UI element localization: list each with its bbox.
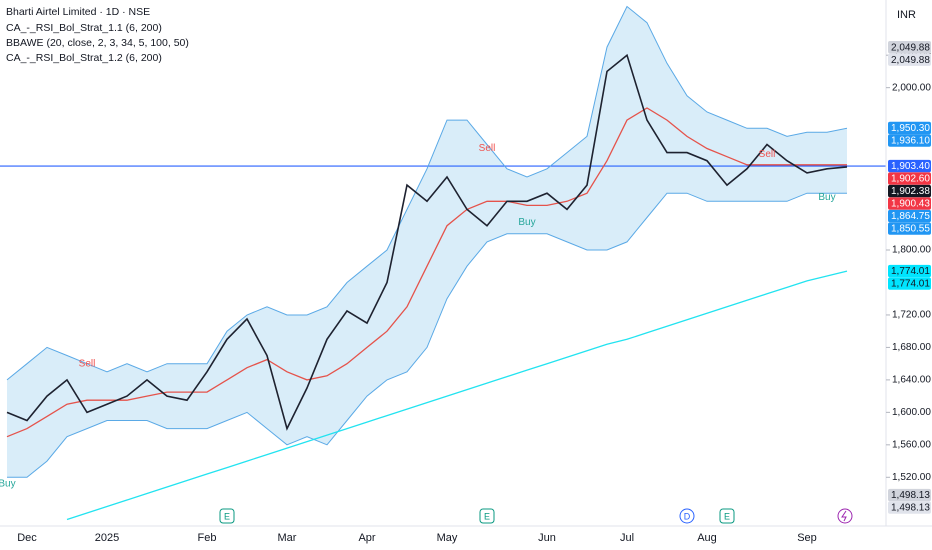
- x-tick-label: 2025: [95, 532, 119, 544]
- x-tick-label: Jul: [620, 532, 634, 544]
- event-marker: [679, 508, 695, 524]
- price-badge-label: 1,498.13: [891, 503, 930, 514]
- price-badge-label: 2,049.88: [891, 42, 930, 53]
- price-badge-label: 1,902.38: [891, 186, 930, 197]
- y-tick-label: 2,000.00: [892, 82, 931, 93]
- x-tick-label: Jun: [538, 532, 556, 544]
- x-tick-label: May: [437, 532, 458, 544]
- indicator-label: BBAWE (20, close, 2, 3, 34, 5, 100, 50): [6, 37, 189, 49]
- series-line: [6, 5, 848, 381]
- price-badge-label: 1,498.13: [891, 490, 930, 501]
- price-badge: [888, 277, 931, 290]
- signal-label: Buy: [0, 478, 16, 489]
- symbol-title: Bharti Airtel Limited · 1D · NSE: [6, 6, 150, 18]
- x-tick-label: Feb: [198, 532, 217, 544]
- overlay: Bharti Airtel Limited · 1D · NSE CA_-_RS…: [6, 6, 931, 544]
- news-icon-bolt: [841, 510, 847, 522]
- y-tick-label: 1,560.00: [892, 439, 931, 450]
- price-badge-label: 1,850.55: [891, 224, 930, 235]
- price-badge: [888, 222, 931, 235]
- price-badge-label: 1,902.60: [891, 174, 930, 185]
- plot-area: Buy Sell Sell Buy Sell Buy: [0, 5, 886, 521]
- series-line: [66, 270, 848, 521]
- price-badge: [888, 209, 931, 223]
- y-tick-label: 1,800.00: [892, 245, 931, 256]
- price-badge: [888, 121, 931, 135]
- y-tick-label: 1,600.00: [892, 407, 931, 418]
- signal-label: Sell: [479, 143, 496, 154]
- y-tick-label: 1,640.00: [892, 375, 931, 386]
- price-badge-label: 1,900.43: [891, 199, 930, 210]
- price-badge: [888, 134, 931, 147]
- signal-label: Sell: [79, 358, 96, 369]
- price-badge: [888, 501, 931, 514]
- event-label: E: [724, 511, 730, 521]
- event-marker: [219, 508, 235, 524]
- event-marker: [719, 508, 735, 524]
- price-badge: [888, 184, 931, 198]
- event-label: E: [484, 511, 490, 521]
- currency: INR: [897, 9, 916, 21]
- price-badge-label: 1,950.30: [891, 123, 930, 134]
- signal-label: Buy: [518, 217, 535, 228]
- price-badge-label: 1,936.10: [891, 136, 930, 147]
- indicator-label: CA_-_RSI_Bol_Strat_1.1 (6, 200): [6, 22, 162, 34]
- indicator-label: CA_-_RSI_Bol_Strat_1.2 (6, 200): [6, 52, 162, 64]
- price-badge: [888, 197, 931, 210]
- price-badge: [888, 53, 931, 66]
- price-badge-label: 2,049.88: [891, 55, 930, 66]
- x-tick-label: Aug: [697, 532, 717, 544]
- price-badge: [888, 264, 931, 278]
- price-badge-label: 1,774.01: [891, 266, 930, 277]
- signal-label: Sell: [759, 149, 776, 160]
- price-badge: [888, 40, 931, 54]
- price-badge: [888, 172, 931, 185]
- series-line: [6, 107, 847, 438]
- price-badge: [888, 159, 931, 173]
- price-badge-label: 1,903.40: [891, 161, 930, 172]
- series-line: [7, 192, 847, 478]
- event-label: E: [224, 511, 230, 521]
- event-label: D: [684, 511, 691, 521]
- x-tick-label: Sep: [797, 532, 817, 544]
- y-tick-label: 1,680.00: [892, 342, 931, 353]
- y-tick-label: 1,520.00: [892, 472, 931, 483]
- x-tick-label: Apr: [358, 532, 375, 544]
- price-badge-label: 1,864.75: [891, 211, 930, 222]
- price-badge-label: 1,774.01: [891, 279, 930, 290]
- news-icon[interactable]: [837, 508, 853, 524]
- price-badge: [888, 488, 931, 502]
- event-marker: [479, 508, 495, 524]
- x-tick-label: Mar: [278, 532, 297, 544]
- x-tick-label: Dec: [17, 532, 37, 544]
- y-tick-label: 1,720.00: [892, 310, 931, 321]
- signal-label: Buy: [818, 192, 835, 203]
- series-line: [6, 53, 848, 431]
- band-fill: [7, 6, 847, 478]
